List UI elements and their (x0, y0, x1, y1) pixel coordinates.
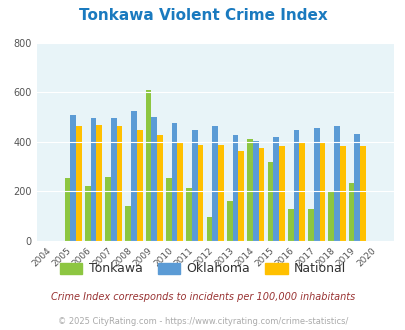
Bar (238, 150, 243, 241)
Bar (90, 117, 96, 241)
Bar (131, 111, 136, 241)
Bar (313, 128, 319, 241)
Bar (212, 126, 217, 241)
Bar (252, 141, 258, 241)
Bar (307, 209, 313, 241)
Bar (145, 90, 151, 241)
Bar (293, 130, 298, 241)
Bar (96, 124, 102, 241)
Bar (287, 209, 293, 241)
Bar (166, 178, 171, 241)
Bar (226, 201, 232, 241)
Bar (76, 126, 81, 241)
Bar (157, 135, 162, 241)
Bar (298, 143, 304, 241)
Bar (359, 147, 365, 241)
Bar (267, 162, 273, 241)
Bar (177, 142, 183, 241)
Bar (111, 117, 116, 241)
Bar (217, 145, 223, 241)
Bar (197, 145, 203, 241)
Bar (171, 123, 177, 241)
Text: Tonkawa Violent Crime Index: Tonkawa Violent Crime Index (79, 8, 326, 23)
Bar (206, 217, 212, 241)
Bar (278, 146, 284, 241)
Bar (339, 147, 345, 241)
Bar (319, 143, 324, 241)
Bar (85, 186, 90, 241)
Bar (328, 191, 333, 241)
Bar (348, 183, 354, 241)
Bar (116, 126, 122, 241)
Text: Crime Index corresponds to incidents per 100,000 inhabitants: Crime Index corresponds to incidents per… (51, 292, 354, 302)
Bar (354, 135, 359, 241)
Bar (151, 117, 157, 241)
Text: © 2025 CityRating.com - https://www.cityrating.com/crime-statistics/: © 2025 CityRating.com - https://www.city… (58, 317, 347, 326)
Bar (105, 177, 111, 241)
Bar (232, 135, 238, 241)
Bar (70, 115, 76, 241)
Bar (273, 137, 278, 241)
Bar (186, 188, 192, 241)
Bar (64, 178, 70, 241)
Bar (125, 206, 131, 241)
Bar (192, 129, 197, 241)
Bar (333, 126, 339, 241)
Bar (247, 139, 252, 241)
Bar (258, 148, 264, 241)
Bar (136, 129, 142, 241)
Legend: Tonkawa, Oklahoma, National: Tonkawa, Oklahoma, National (56, 259, 349, 279)
